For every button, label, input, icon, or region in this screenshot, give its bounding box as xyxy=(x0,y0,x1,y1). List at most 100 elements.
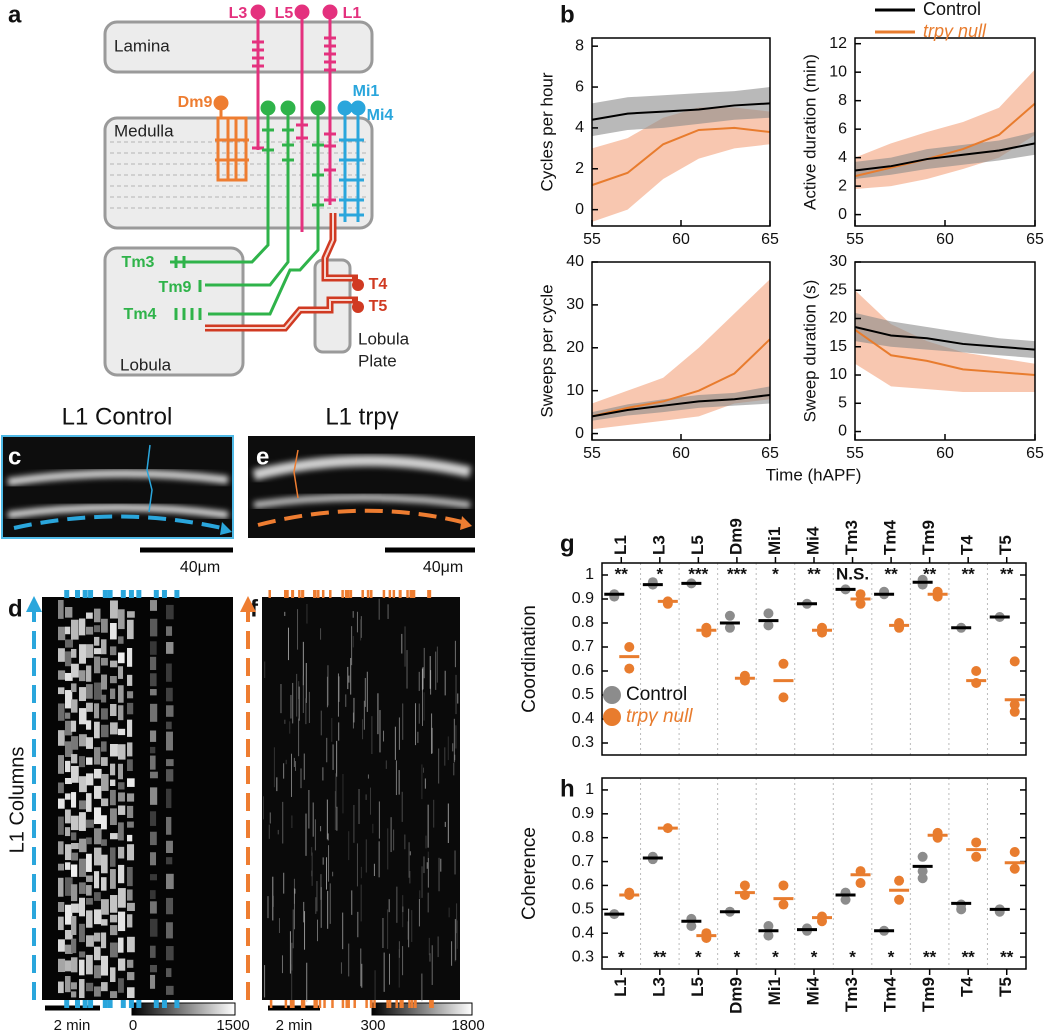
kymo-texture xyxy=(86,898,93,905)
kymo-texture xyxy=(94,625,101,633)
kymo-texture xyxy=(166,642,174,654)
kymo-texture xyxy=(282,801,284,844)
kymo-texture xyxy=(79,776,87,793)
kymo-texture xyxy=(127,844,135,861)
significance-label: * xyxy=(888,947,895,966)
column-tick xyxy=(269,1000,273,1008)
column-tick xyxy=(344,590,348,598)
column-tick xyxy=(107,1000,113,1008)
column-tick xyxy=(329,590,332,598)
kymo-texture xyxy=(407,921,409,940)
column-tick xyxy=(174,1000,180,1008)
y-axis-label: Coherence xyxy=(519,827,540,920)
kymo-texture xyxy=(455,674,457,715)
kymo-texture xyxy=(317,919,319,942)
kymo-texture xyxy=(398,770,400,795)
kymo-texture xyxy=(284,719,286,724)
column-tick xyxy=(136,1000,142,1008)
kymo-texture xyxy=(327,833,329,841)
kymo-texture xyxy=(398,949,400,988)
kymo-texture xyxy=(402,703,404,740)
category-label: T5 xyxy=(996,977,1015,997)
column-tick xyxy=(382,590,386,598)
kymo-texture xyxy=(101,798,109,807)
data-point xyxy=(855,598,866,609)
kymo-texture xyxy=(79,644,86,664)
kymo-texture xyxy=(94,768,102,779)
confidence-band xyxy=(855,290,1035,392)
kymo-texture xyxy=(402,946,404,976)
kymo-texture xyxy=(71,938,77,954)
kymo-texture xyxy=(166,985,174,995)
data-point xyxy=(778,658,789,669)
kymo-texture xyxy=(361,963,363,988)
kymo-texture xyxy=(79,734,87,747)
kymo-texture xyxy=(58,798,65,809)
kymo-texture xyxy=(71,619,79,640)
neuron-label: L5 xyxy=(275,5,294,22)
x-tick-label: 55 xyxy=(583,231,601,248)
kymo-texture xyxy=(374,970,376,1008)
kymo-texture xyxy=(348,831,350,861)
kymo-texture xyxy=(58,626,66,641)
kymo-texture xyxy=(101,982,108,992)
kymo-texture xyxy=(314,819,316,851)
kymo-texture xyxy=(127,959,134,968)
kymo-texture xyxy=(101,657,108,666)
column-tick xyxy=(401,1000,404,1008)
kymo-texture xyxy=(150,746,156,754)
kymo-texture xyxy=(328,845,330,882)
kymo-texture xyxy=(101,773,109,791)
category-label: Mi1 xyxy=(765,977,784,1005)
category-label: L1 xyxy=(611,977,630,997)
x-tick-label: 55 xyxy=(846,231,864,248)
column-tick xyxy=(341,590,344,598)
arrow-head xyxy=(220,522,232,535)
kymo-texture xyxy=(427,851,429,861)
kymo-texture xyxy=(409,851,411,856)
image-title: L1 trpγ xyxy=(325,403,398,430)
kymo-texture xyxy=(360,866,362,879)
series-line xyxy=(854,328,1036,377)
y-tick-label: 10 xyxy=(829,366,847,383)
y-tick-label: 0.6 xyxy=(572,662,594,679)
data-point xyxy=(956,904,967,915)
kymo-texture xyxy=(433,799,435,828)
kymo-texture xyxy=(58,730,65,746)
kymo-texture xyxy=(335,773,337,808)
column-tick xyxy=(75,590,81,598)
column-tick xyxy=(341,1000,345,1008)
kymo-texture xyxy=(272,876,274,921)
kymo-texture xyxy=(118,978,124,993)
kymo-texture xyxy=(297,609,299,650)
kymo-texture xyxy=(267,896,269,919)
kymo-texture xyxy=(79,687,86,702)
column-tick xyxy=(399,1000,402,1008)
confidence-band xyxy=(592,87,770,137)
kymo-texture xyxy=(101,694,107,703)
kymo-texture xyxy=(378,598,380,620)
column-tick xyxy=(128,1000,134,1008)
column-tick xyxy=(174,590,180,598)
kymo-texture xyxy=(65,844,72,861)
significance-label: ** xyxy=(923,947,937,966)
kymo-texture xyxy=(367,774,369,779)
kymo-texture xyxy=(110,925,118,936)
mi-neurons xyxy=(337,100,366,222)
kymo-texture xyxy=(281,955,283,974)
x-tick-label: 55 xyxy=(583,445,601,462)
kymo-texture xyxy=(290,753,292,797)
kymo-texture xyxy=(166,968,172,978)
column-tick xyxy=(107,590,113,598)
kymo-texture xyxy=(118,822,124,841)
confidence-band xyxy=(592,107,770,222)
kymo-texture xyxy=(58,755,65,774)
column-tick xyxy=(410,1000,414,1008)
kymo-texture xyxy=(71,792,77,808)
kymo-texture xyxy=(58,841,64,855)
kymo-texture xyxy=(383,952,385,992)
kymo-texture xyxy=(378,841,380,878)
significance-label: * xyxy=(772,947,779,966)
kymo-texture xyxy=(71,991,77,998)
data-point xyxy=(917,873,928,884)
